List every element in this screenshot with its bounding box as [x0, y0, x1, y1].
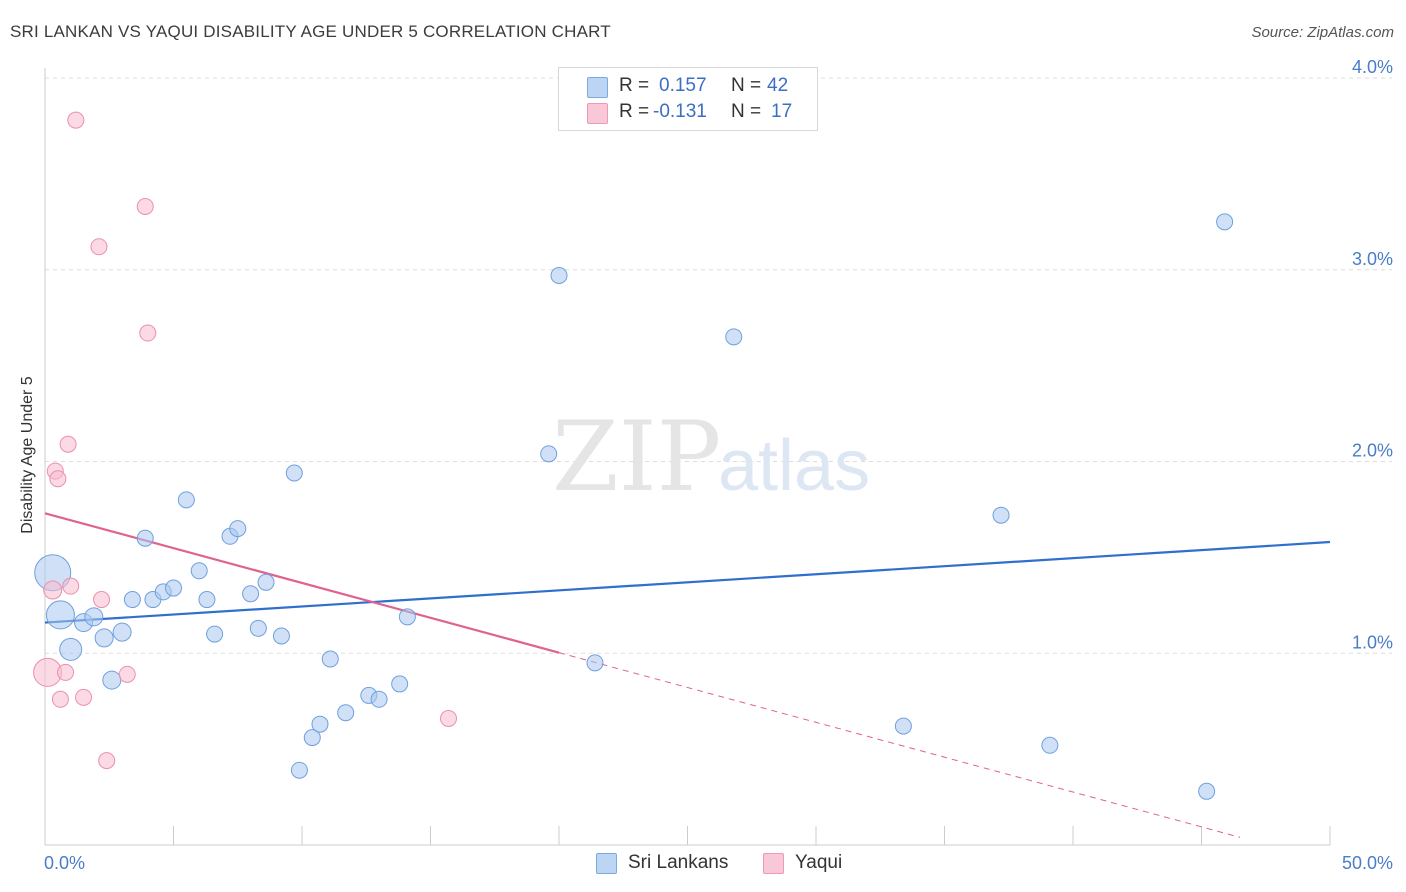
sri-lankan-point: [1216, 213, 1234, 231]
sri-lankan-point: [540, 445, 558, 463]
yaqui-trend-line: [44, 512, 560, 654]
sri-lankan-point: [725, 328, 743, 346]
sri-lankan-point: [206, 625, 224, 643]
sri-lankan-point: [992, 506, 1010, 524]
legend-n-label: N =: [731, 101, 762, 122]
sri-lankan-point: [290, 761, 308, 779]
yaqui-point: [136, 197, 154, 215]
sri-lankan-point: [1041, 736, 1059, 754]
sri-lankan-point: [84, 607, 104, 627]
y-tick-label: 3.0%: [1352, 249, 1393, 269]
legend-n-value: 17: [771, 101, 793, 122]
sri-lankan-point: [257, 573, 275, 591]
y-tick-label: 1.0%: [1352, 632, 1393, 652]
sri-lankan-point: [59, 637, 83, 661]
sri-lankan-point: [45, 600, 75, 630]
sri-lankan-point: [165, 579, 182, 597]
legend-n-label: N =: [731, 75, 762, 96]
bottom-legend-label: Yaqui: [795, 852, 843, 873]
yaqui-point: [98, 752, 116, 770]
sri-lankan-point: [586, 654, 604, 672]
sri-lankan-point: [190, 562, 208, 580]
sri-lankan-point: [112, 622, 132, 642]
sri-lankan-point: [229, 520, 247, 538]
yaqui-point: [139, 324, 157, 342]
yaqui-point: [118, 665, 136, 683]
watermark-zip: ZIP: [552, 401, 721, 513]
y-tick-label: 4.0%: [1352, 57, 1393, 77]
tick-labels: 1.0% 2.0% 3.0% 4.0% 0.0% 50.0%: [44, 57, 1393, 873]
yaqui-point: [43, 580, 63, 600]
stats-legend: R = 0.157 N = 42 R = -0.131 N = 17: [558, 67, 818, 131]
gridlines: [45, 77, 1392, 654]
sri-lankan-point: [894, 717, 912, 735]
yaqui-trend-extension: [558, 652, 1241, 838]
legend-swatch-yaqui: [587, 103, 608, 124]
yaqui-point: [51, 690, 69, 708]
sri-lankan-point: [136, 529, 154, 547]
sri-lankan-point: [123, 591, 141, 609]
source-credit: Source: ZipAtlas.com: [1251, 24, 1394, 41]
bottom-legend-label: Sri Lankans: [628, 852, 729, 873]
legend-r-value: -0.131: [653, 101, 707, 122]
sri-lankan-trend-line: [44, 540, 1331, 624]
sri-lankan-point: [177, 491, 195, 509]
x-tick-label-max: 50.0%: [1342, 853, 1393, 873]
axes: [44, 68, 1331, 846]
sri-lankan-point: [391, 675, 409, 693]
sri-lankan-point: [198, 591, 216, 609]
yaqui-point: [90, 238, 108, 256]
yaqui-point: [62, 577, 80, 595]
data-points: [33, 111, 1234, 800]
legend-r-label: R =: [619, 75, 650, 96]
yaqui-point: [49, 470, 67, 488]
bottom-legend-swatch-sri-lankans: [596, 853, 617, 874]
chart-title: SRI LANKAN VS YAQUI DISABILITY AGE UNDER…: [10, 22, 611, 41]
sri-lankan-point: [303, 729, 321, 747]
sri-lankan-point: [102, 670, 122, 690]
legend-n-value: 42: [767, 75, 789, 96]
sri-lankan-point: [321, 650, 339, 668]
legend-swatch-sri-lankans: [587, 77, 608, 98]
yaqui-point: [57, 663, 75, 681]
sri-lankan-point: [242, 585, 260, 603]
x-tick-label-min: 0.0%: [44, 853, 85, 873]
sri-lankan-point: [370, 690, 388, 708]
sri-lankan-point: [337, 704, 355, 722]
yaqui-point: [59, 435, 77, 453]
yaqui-point: [93, 591, 111, 609]
y-tick-label: 2.0%: [1352, 441, 1393, 461]
bottom-legend-swatch-yaqui: [763, 853, 784, 874]
legend-r-label: R =: [619, 101, 650, 122]
sri-lankan-point: [94, 628, 114, 648]
sri-lankan-point: [311, 715, 329, 733]
sri-lankan-point: [272, 627, 290, 645]
legend-r-value: 0.157: [659, 75, 707, 96]
watermark-atlas: atlas: [718, 426, 870, 506]
sri-lankan-point: [398, 608, 416, 626]
yaqui-point: [439, 709, 457, 727]
yaqui-point: [75, 688, 93, 706]
trend-lines: [44, 512, 1331, 838]
sri-lankan-point: [550, 267, 568, 285]
sri-lankan-point: [1198, 782, 1216, 800]
sri-lankan-point: [249, 619, 267, 637]
sri-lankan-point: [285, 464, 303, 482]
yaqui-point: [67, 111, 85, 129]
